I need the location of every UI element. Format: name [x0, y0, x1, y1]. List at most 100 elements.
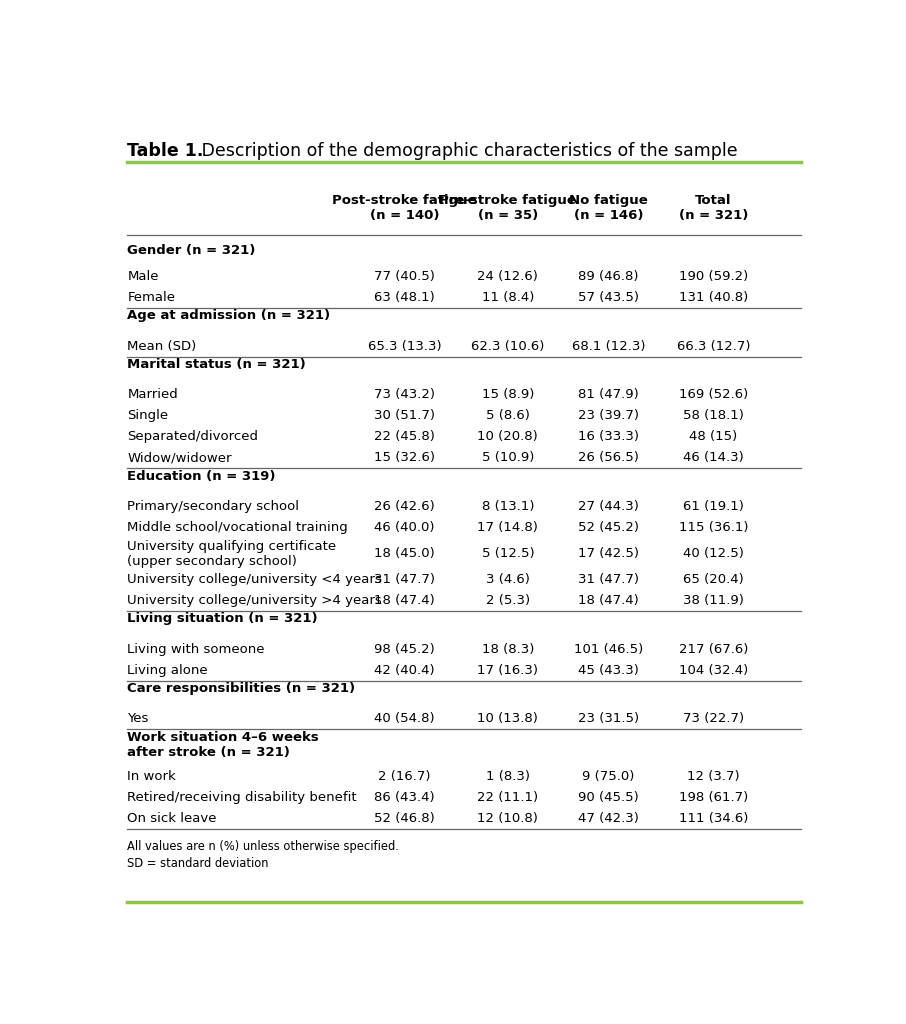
Text: No fatigue
(n = 146): No fatigue (n = 146): [569, 194, 648, 222]
Text: Retired/receiving disability benefit: Retired/receiving disability benefit: [127, 791, 357, 804]
Text: 18 (47.4): 18 (47.4): [578, 594, 639, 607]
Text: 31 (47.7): 31 (47.7): [374, 572, 435, 586]
Text: Separated/divorced: Separated/divorced: [127, 430, 258, 443]
Text: 81 (47.9): 81 (47.9): [578, 388, 639, 401]
Text: 10 (13.8): 10 (13.8): [477, 713, 538, 725]
Text: University college/university <4 years: University college/university <4 years: [127, 572, 382, 586]
Text: 57 (43.5): 57 (43.5): [578, 291, 639, 304]
Text: Female: Female: [127, 291, 175, 304]
Text: 17 (16.3): 17 (16.3): [477, 664, 538, 677]
Text: 2 (5.3): 2 (5.3): [486, 594, 530, 607]
Text: 63 (48.1): 63 (48.1): [374, 291, 435, 304]
Text: Table 1.: Table 1.: [127, 141, 204, 160]
Text: 17 (42.5): 17 (42.5): [578, 547, 639, 560]
Text: 27 (44.3): 27 (44.3): [578, 500, 639, 513]
Text: 18 (8.3): 18 (8.3): [482, 643, 534, 655]
Text: 198 (61.7): 198 (61.7): [679, 791, 748, 804]
Text: 68.1 (12.3): 68.1 (12.3): [572, 340, 645, 352]
Text: 86 (43.4): 86 (43.4): [374, 791, 435, 804]
Text: 169 (52.6): 169 (52.6): [679, 388, 748, 401]
Text: SD = standard deviation: SD = standard deviation: [127, 857, 269, 870]
Text: 48 (15): 48 (15): [689, 430, 737, 443]
Text: Gender (n = 321): Gender (n = 321): [127, 245, 255, 257]
Text: 65.3 (13.3): 65.3 (13.3): [368, 340, 441, 352]
Text: 18 (47.4): 18 (47.4): [374, 594, 435, 607]
Text: 101 (46.5): 101 (46.5): [573, 643, 643, 655]
Text: 217 (67.6): 217 (67.6): [679, 643, 748, 655]
Text: 61 (19.1): 61 (19.1): [683, 500, 744, 513]
Text: University college/university >4 years: University college/university >4 years: [127, 594, 382, 607]
Text: Marital status (n = 321): Marital status (n = 321): [127, 358, 306, 371]
Text: Single: Single: [127, 410, 169, 422]
Text: 58 (18.1): 58 (18.1): [683, 410, 744, 422]
Text: Work situation 4–6 weeks
after stroke (n = 321): Work situation 4–6 weeks after stroke (n…: [127, 731, 319, 759]
Text: 46 (14.3): 46 (14.3): [683, 452, 744, 464]
Text: On sick leave: On sick leave: [127, 812, 217, 824]
Text: University qualifying certificate
(upper secondary school): University qualifying certificate (upper…: [127, 540, 336, 567]
Text: 40 (12.5): 40 (12.5): [683, 547, 744, 560]
Text: 17 (14.8): 17 (14.8): [477, 521, 538, 535]
Text: 1 (8.3): 1 (8.3): [486, 770, 530, 782]
Text: 62.3 (10.6): 62.3 (10.6): [471, 340, 545, 352]
Text: 31 (47.7): 31 (47.7): [578, 572, 639, 586]
Text: Mean (SD): Mean (SD): [127, 340, 197, 352]
Text: 26 (42.6): 26 (42.6): [374, 500, 435, 513]
Text: 38 (11.9): 38 (11.9): [683, 594, 744, 607]
Text: 12 (10.8): 12 (10.8): [477, 812, 538, 824]
Text: 23 (39.7): 23 (39.7): [578, 410, 639, 422]
Text: Middle school/vocational training: Middle school/vocational training: [127, 521, 348, 535]
Text: 46 (40.0): 46 (40.0): [374, 521, 435, 535]
Text: Age at admission (n = 321): Age at admission (n = 321): [127, 309, 331, 323]
Text: 23 (31.5): 23 (31.5): [578, 713, 639, 725]
Text: 77 (40.5): 77 (40.5): [374, 269, 435, 283]
Text: 5 (12.5): 5 (12.5): [482, 547, 535, 560]
Text: 18 (45.0): 18 (45.0): [374, 547, 435, 560]
Text: 9 (75.0): 9 (75.0): [582, 770, 634, 782]
Text: 104 (32.4): 104 (32.4): [679, 664, 748, 677]
Text: 3 (4.6): 3 (4.6): [486, 572, 530, 586]
Text: 73 (43.2): 73 (43.2): [374, 388, 435, 401]
Text: All values are n (%) unless otherwise specified.: All values are n (%) unless otherwise sp…: [127, 840, 400, 853]
Text: 190 (59.2): 190 (59.2): [679, 269, 748, 283]
Text: 52 (45.2): 52 (45.2): [578, 521, 639, 535]
Text: 66.3 (12.7): 66.3 (12.7): [677, 340, 750, 352]
Text: In work: In work: [127, 770, 176, 782]
Text: Primary/secondary school: Primary/secondary school: [127, 500, 299, 513]
Text: 65 (20.4): 65 (20.4): [683, 572, 744, 586]
Text: 40 (54.8): 40 (54.8): [374, 713, 435, 725]
Text: 42 (40.4): 42 (40.4): [374, 664, 435, 677]
Text: 47 (42.3): 47 (42.3): [578, 812, 639, 824]
Text: Post-stroke fatigue
(n = 140): Post-stroke fatigue (n = 140): [333, 194, 477, 222]
Text: 26 (56.5): 26 (56.5): [578, 452, 639, 464]
Text: Living alone: Living alone: [127, 664, 207, 677]
Text: 89 (46.8): 89 (46.8): [578, 269, 639, 283]
Text: 2 (16.7): 2 (16.7): [379, 770, 431, 782]
Text: 131 (40.8): 131 (40.8): [679, 291, 748, 304]
Text: 52 (46.8): 52 (46.8): [374, 812, 435, 824]
Text: Living with someone: Living with someone: [127, 643, 265, 655]
Text: 24 (12.6): 24 (12.6): [477, 269, 538, 283]
Text: 22 (45.8): 22 (45.8): [374, 430, 435, 443]
Text: Care responsibilities (n = 321): Care responsibilities (n = 321): [127, 682, 355, 695]
Text: 11 (8.4): 11 (8.4): [482, 291, 534, 304]
Text: 5 (8.6): 5 (8.6): [486, 410, 530, 422]
Text: Married: Married: [127, 388, 178, 401]
Text: 90 (45.5): 90 (45.5): [578, 791, 639, 804]
Text: Widow/widower: Widow/widower: [127, 452, 232, 464]
Text: 111 (34.6): 111 (34.6): [679, 812, 748, 824]
Text: 73 (22.7): 73 (22.7): [683, 713, 744, 725]
Text: Education (n = 319): Education (n = 319): [127, 470, 275, 483]
Text: 30 (51.7): 30 (51.7): [374, 410, 435, 422]
Text: Total
(n = 321): Total (n = 321): [679, 194, 748, 222]
Text: 5 (10.9): 5 (10.9): [482, 452, 534, 464]
Text: 15 (8.9): 15 (8.9): [482, 388, 534, 401]
Text: 15 (32.6): 15 (32.6): [374, 452, 435, 464]
Text: Living situation (n = 321): Living situation (n = 321): [127, 612, 318, 626]
Text: 45 (43.3): 45 (43.3): [578, 664, 639, 677]
Text: Male: Male: [127, 269, 159, 283]
Text: 8 (13.1): 8 (13.1): [482, 500, 535, 513]
Text: Yes: Yes: [127, 713, 149, 725]
Text: Description of the demographic characteristics of the sample: Description of the demographic character…: [196, 141, 737, 160]
Text: 12 (3.7): 12 (3.7): [688, 770, 740, 782]
Text: 10 (20.8): 10 (20.8): [477, 430, 538, 443]
